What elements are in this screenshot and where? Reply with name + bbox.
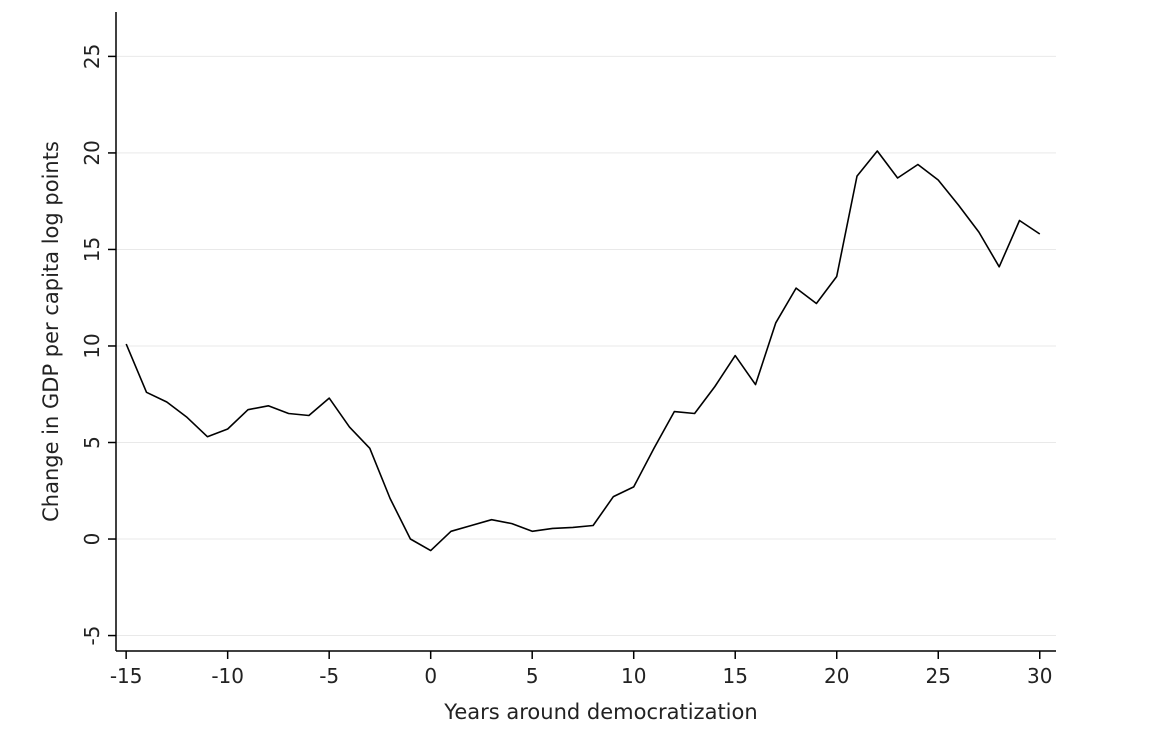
x-tick-label: 20 <box>824 664 849 688</box>
x-tick-label: 5 <box>526 664 539 688</box>
series-layer <box>125 150 1041 552</box>
y-axis-ticks: -5 0 5 10 15 20 25 <box>80 44 116 646</box>
y-tick-label: 20 <box>80 140 104 165</box>
x-tick-label: 30 <box>1027 664 1052 688</box>
y-tick-label: -5 <box>80 626 104 646</box>
x-tick-label: -10 <box>211 664 244 688</box>
y-tick-label: 0 <box>80 533 104 546</box>
x-tick-label: -5 <box>319 664 339 688</box>
x-tick-label: 10 <box>621 664 646 688</box>
x-tick-label: 0 <box>424 664 437 688</box>
gridlines <box>116 55 1056 637</box>
x-axis-ticks: -15 -10 -5 0 5 10 15 20 25 30 <box>110 651 1052 688</box>
y-axis-title: Change in GDP per capita log points <box>39 141 63 522</box>
x-tick-label: 15 <box>722 664 747 688</box>
y-tick-label: 10 <box>80 333 104 358</box>
x-tick-label: -15 <box>110 664 143 688</box>
y-tick-label: 5 <box>80 436 104 449</box>
series-line <box>125 150 1041 552</box>
y-tick-label: 25 <box>80 44 104 69</box>
x-tick-label: 25 <box>926 664 951 688</box>
x-axis-title: Years around democratization <box>443 700 757 724</box>
y-tick-label: 15 <box>80 237 104 262</box>
